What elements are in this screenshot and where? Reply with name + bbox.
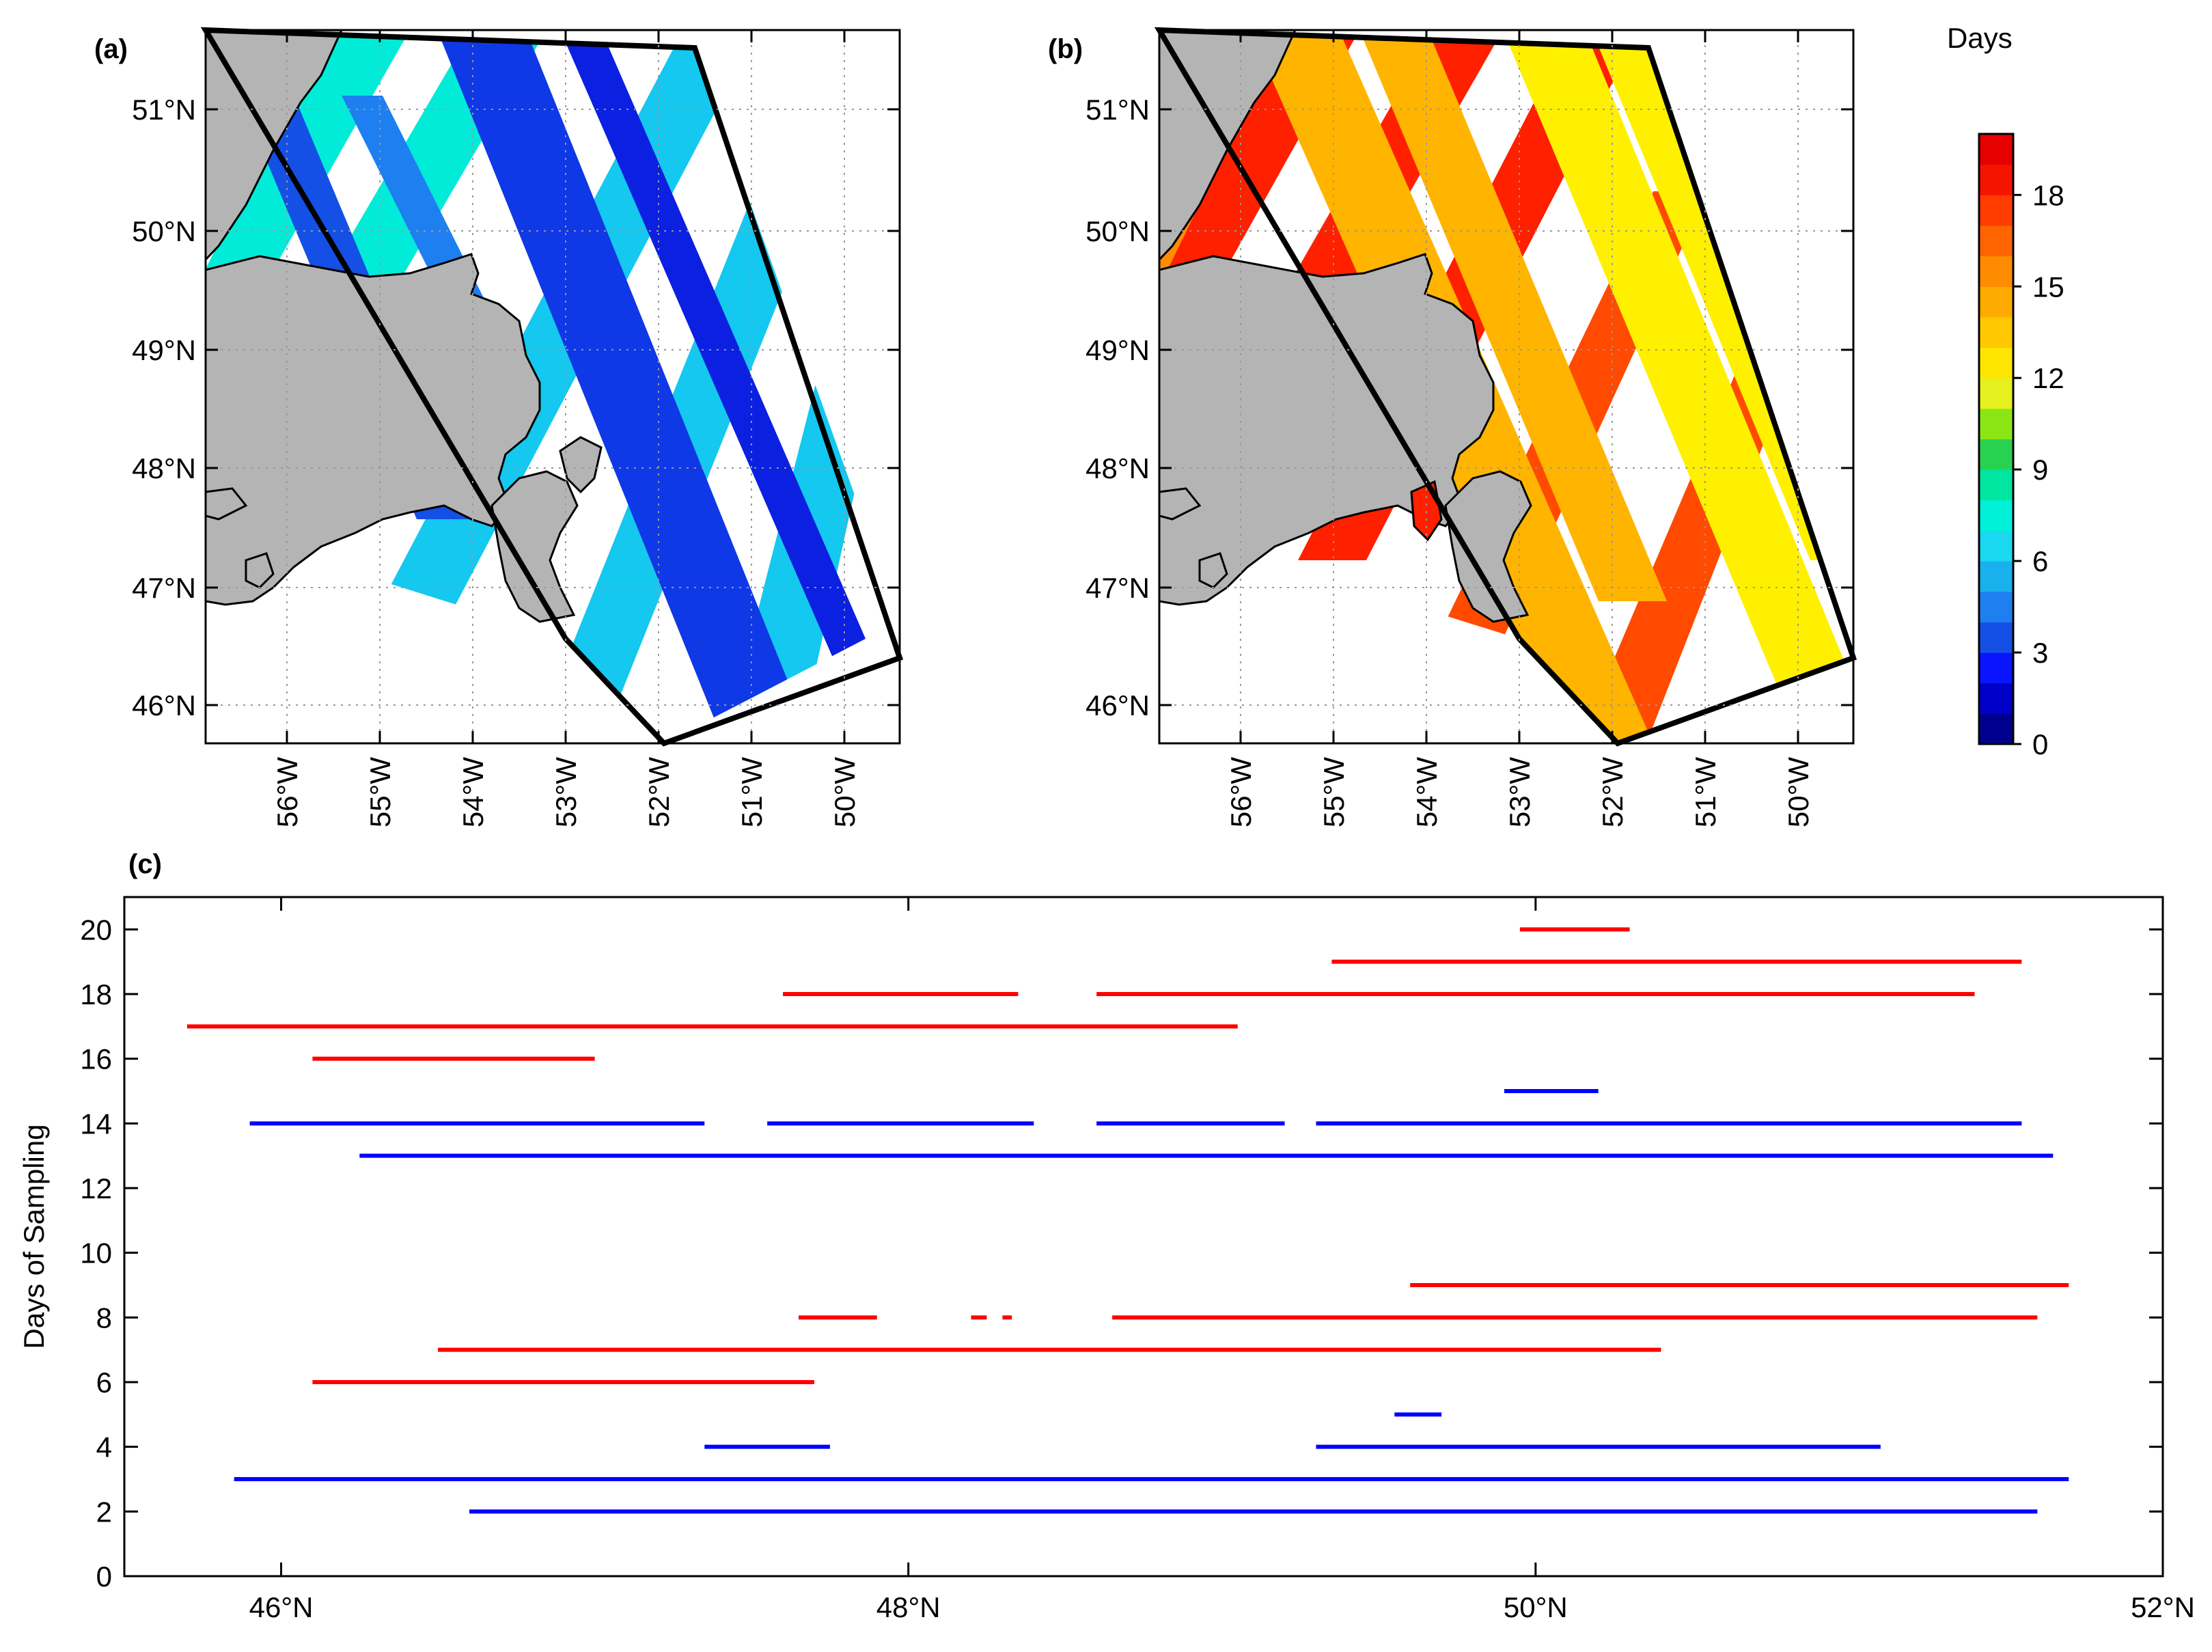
lon-tick-label: 52°W xyxy=(1596,757,1629,828)
swath xyxy=(560,30,900,717)
panel-label-a: (a) xyxy=(94,34,128,64)
colorbar-title: Days xyxy=(1947,22,2013,54)
y-tick-label: 20 xyxy=(80,913,112,946)
colorbar-cell xyxy=(1979,195,2013,226)
lat-tick-label: 49°N xyxy=(1086,334,1150,366)
colorbar-tick-label: 6 xyxy=(2032,545,2048,577)
map-a-grid: 46°N 47°N 48°N 49°N 50°N 51°N 56°W 55°W 54°W 53°W… xyxy=(132,30,900,827)
lon-tick-label: 55°W xyxy=(364,757,396,828)
colorbar-cell xyxy=(1979,164,2013,195)
panel-label-c: (c) xyxy=(128,849,162,879)
lon-tick-label: 51°W xyxy=(736,757,768,828)
colorbar-tick-label: 3 xyxy=(2032,637,2048,669)
colorbar-cell xyxy=(1979,683,2013,714)
lat-tick-label: 51°N xyxy=(132,94,196,126)
colorbar-cell xyxy=(1979,499,2013,532)
colorbar: Days 0 3 6 9 12 15 18 xyxy=(1947,22,2064,760)
colorbar-tick-label: 15 xyxy=(2032,271,2064,303)
colorbar-cell xyxy=(1979,713,2013,745)
colorbar-cell xyxy=(1979,469,2013,501)
y-tick-label: 16 xyxy=(80,1043,112,1075)
y-tick-label: 12 xyxy=(80,1172,112,1204)
colorbar-tick-label: 18 xyxy=(2032,179,2064,211)
colorbar-cell xyxy=(1979,378,2013,409)
map-a-frame xyxy=(204,29,901,745)
lon-tick-label: 53°W xyxy=(1504,757,1536,828)
lat-tick-label: 48°N xyxy=(1086,452,1150,484)
colorbar-cell xyxy=(1979,347,2013,378)
lon-tick-label: 52°W xyxy=(643,757,675,828)
colorbar-cell xyxy=(1979,591,2013,622)
lat-tick-label: 50°N xyxy=(1086,215,1150,247)
lon-tick-label: 53°W xyxy=(550,757,582,828)
lon-tick-label: 50°W xyxy=(829,757,861,828)
lon-tick-label: 51°W xyxy=(1689,757,1722,828)
colorbar-tick-label: 9 xyxy=(2032,454,2048,486)
lat-tick-label: 46°N xyxy=(1086,689,1150,721)
lon-tick-label: 56°W xyxy=(271,757,303,828)
map-b-frame xyxy=(1158,29,1855,745)
y-tick-label: 6 xyxy=(96,1366,112,1399)
lat-tick-label: 46°N xyxy=(132,689,196,721)
lon-tick-label: 54°W xyxy=(1411,757,1443,828)
y-tick-label: 4 xyxy=(96,1431,112,1463)
map-panel-a: 46°N 47°N 48°N 49°N 50°N 51°N 56°W 55°W 54°W 53°W… xyxy=(94,27,904,827)
colorbar-cell xyxy=(1979,134,2013,165)
x-tick-label: 48°N xyxy=(876,1591,941,1623)
swath xyxy=(1359,30,1667,601)
lon-tick-label: 54°W xyxy=(457,757,489,828)
y-tick-label: 10 xyxy=(80,1237,112,1269)
lon-tick-label: 56°W xyxy=(1225,757,1257,828)
colorbar-cell xyxy=(1979,622,2013,653)
x-tick-label: 50°N xyxy=(1504,1591,1568,1623)
swath xyxy=(1503,30,1853,683)
colorbar-cell xyxy=(1979,530,2013,562)
line-panel-c: (c) 0 2 4 6 8 10 12 14 16 18 20 46°N 48°N 50°N 52°N Da… xyxy=(18,849,2195,1623)
x-tick-label: 46°N xyxy=(249,1591,314,1623)
plot-c-frame xyxy=(123,896,2164,1578)
y-tick-label: 2 xyxy=(96,1496,112,1528)
lon-tick-label: 55°W xyxy=(1318,757,1350,828)
colorbar-cell xyxy=(1979,652,2013,684)
y-tick-label: 18 xyxy=(80,978,112,1010)
colorbar-tick-label: 0 xyxy=(2032,728,2048,760)
lat-tick-label: 47°N xyxy=(1086,572,1150,604)
lat-tick-label: 50°N xyxy=(132,215,196,247)
lat-tick-label: 49°N xyxy=(132,334,196,366)
lat-tick-label: 51°N xyxy=(1086,94,1150,126)
plot-c-segments xyxy=(186,927,2069,1514)
colorbar-cell xyxy=(1979,561,2013,592)
colorbar-cell xyxy=(1979,256,2013,287)
lon-tick-label: 50°W xyxy=(1782,757,1814,828)
colorbar-frame xyxy=(1978,133,2015,745)
colorbar-cell xyxy=(1979,286,2013,318)
colorbar-cell xyxy=(1979,316,2013,348)
y-tick-label: 0 xyxy=(96,1560,112,1593)
colorbar-scale: 0 3 6 9 12 15 18 xyxy=(1979,134,2064,760)
colorbar-cell xyxy=(1979,225,2013,257)
y-axis-label: Days of Sampling xyxy=(18,1124,50,1349)
map-b-grid: 46°N 47°N 48°N 49°N 50°N 51°N 56°W 55°W 54°W 53°W… xyxy=(1086,30,1853,827)
y-tick-label: 14 xyxy=(80,1107,112,1140)
colorbar-cell xyxy=(1979,439,2013,470)
lat-tick-label: 48°N xyxy=(132,452,196,484)
region-outline-b xyxy=(1154,27,1857,747)
colorbar-tick-label: 12 xyxy=(2032,362,2064,394)
swath xyxy=(437,30,813,743)
map-panel-b: 46°N 47°N 48°N 49°N 50°N 51°N 56°W 55°W 54°W 53°W… xyxy=(1048,27,1857,827)
y-tick-label: 8 xyxy=(96,1302,112,1334)
colorbar-cell xyxy=(1979,408,2013,440)
region-outline-a xyxy=(200,27,904,747)
x-tick-label: 52°N xyxy=(2131,1591,2195,1623)
panel-label-b: (b) xyxy=(1048,34,1083,64)
lat-tick-label: 47°N xyxy=(132,572,196,604)
plot-c-grid: 0 2 4 6 8 10 12 14 16 18 20 46°N 48°N 50°N 52°N xyxy=(80,897,2195,1623)
